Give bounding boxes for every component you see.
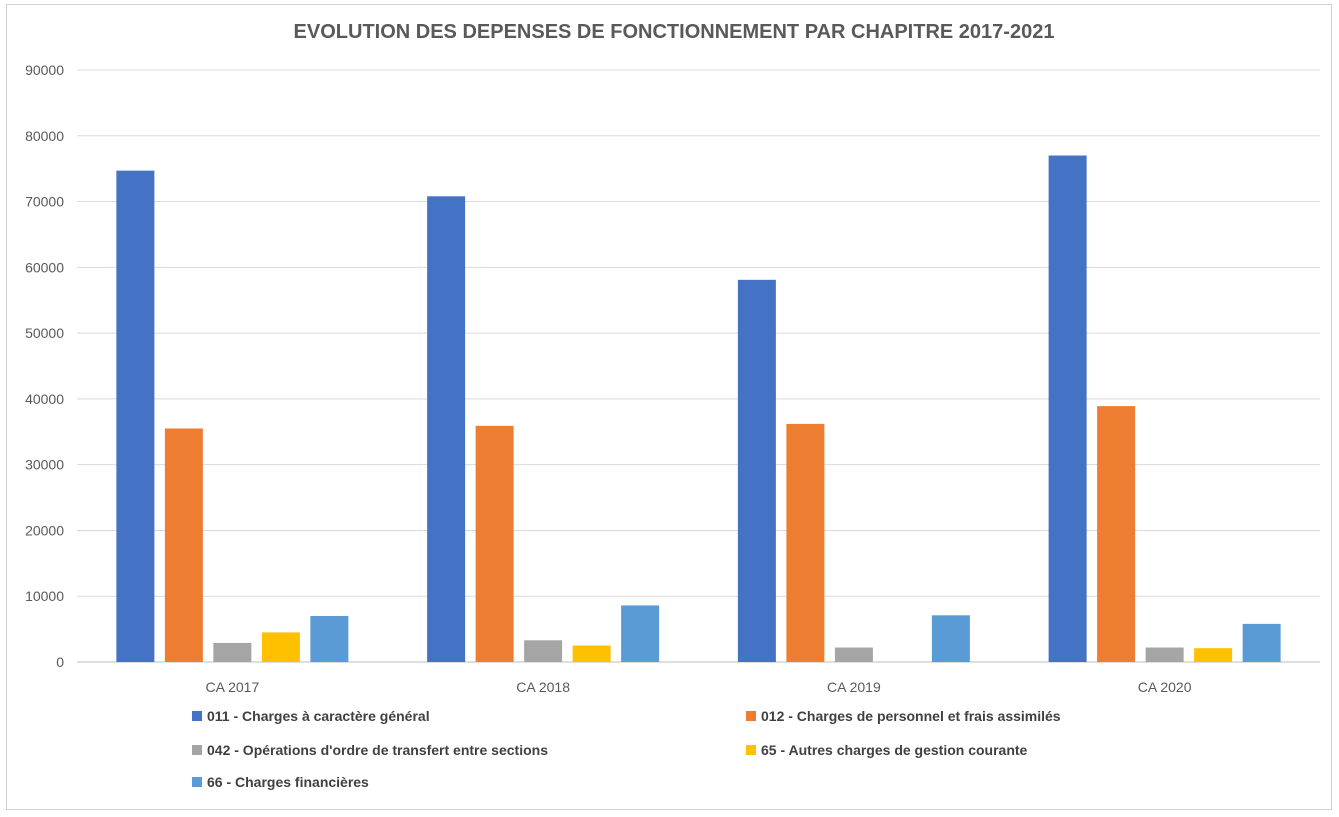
bar-ca-2020-series-1 — [1048, 155, 1087, 662]
bar-ca-2020-series-3 — [1145, 647, 1184, 662]
y-tick-label: 60000 — [25, 259, 64, 275]
y-tick-label: 20000 — [25, 522, 64, 538]
legend: 011 - Charges à caractère général 012 - C… — [192, 708, 1061, 790]
y-tick-label: 40000 — [25, 391, 64, 407]
chart-title: EVOLUTION DES DEPENSES DE FONCTIONNEMENT… — [294, 21, 1055, 43]
y-tick-label: 80000 — [25, 128, 64, 144]
bar-ca-2018-series-4 — [572, 645, 611, 662]
bar-ca-2018-series-5 — [621, 605, 660, 662]
y-tick-label: 90000 — [25, 62, 64, 78]
x-axis: CA 2017 CA 2018 CA 2019 CA 2020 — [206, 679, 1192, 695]
legend-label: 012 - Charges de personnel et frais assi… — [761, 708, 1061, 724]
legend-swatch — [192, 711, 202, 721]
bar-ca-2019-series-2 — [786, 423, 825, 662]
bar-ca-2017-series-1 — [116, 170, 155, 662]
legend-label: 011 - Charges à caractère général — [207, 708, 430, 724]
bars — [116, 155, 1281, 662]
legend-label: 042 - Opérations d'ordre de transfert en… — [207, 742, 548, 758]
y-tick-label: 70000 — [25, 194, 64, 210]
bar-ca-2020-series-4 — [1194, 648, 1233, 662]
x-tick-label: CA 2020 — [1138, 679, 1192, 695]
legend-item: 65 - Autres charges de gestion courante — [746, 742, 1028, 758]
bar-ca-2017-series-3 — [213, 642, 252, 662]
y-axis: 0 10000 20000 30000 40000 50000 60000 70000 8000… — [25, 62, 64, 670]
bar-ca-2019-series-5 — [931, 615, 970, 662]
y-tick-label: 50000 — [25, 325, 64, 341]
legend-swatch — [192, 777, 202, 787]
bar-ca-2019-series-3 — [834, 647, 873, 662]
bar-ca-2018-series-1 — [427, 196, 466, 662]
legend-swatch — [746, 745, 756, 755]
legend-item: 66 - Charges financières — [192, 774, 369, 790]
bar-ca-2020-series-2 — [1097, 406, 1136, 662]
legend-label: 66 - Charges financières — [207, 774, 369, 790]
bar-ca-2017-series-5 — [310, 615, 349, 662]
legend-item: 011 - Charges à caractère général — [192, 708, 430, 724]
bar-ca-2018-series-3 — [524, 640, 563, 662]
bar-ca-2020-series-5 — [1242, 623, 1281, 662]
x-tick-label: CA 2017 — [206, 679, 260, 695]
legend-swatch — [192, 745, 202, 755]
bar-ca-2018-series-2 — [475, 425, 514, 662]
x-tick-label: CA 2019 — [827, 679, 881, 695]
legend-label: 65 - Autres charges de gestion courante — [761, 742, 1028, 758]
y-tick-label: 30000 — [25, 457, 64, 473]
bar-ca-2017-series-2 — [164, 428, 203, 662]
legend-item: 012 - Charges de personnel et frais assi… — [746, 708, 1061, 724]
bar-ca-2019-series-1 — [737, 279, 776, 662]
legend-swatch — [746, 711, 756, 721]
bar-ca-2017-series-4 — [261, 632, 300, 662]
y-tick-label: 10000 — [25, 588, 64, 604]
x-tick-label: CA 2018 — [516, 679, 570, 695]
y-tick-label: 0 — [56, 654, 64, 670]
legend-item: 042 - Opérations d'ordre de transfert en… — [192, 742, 548, 758]
